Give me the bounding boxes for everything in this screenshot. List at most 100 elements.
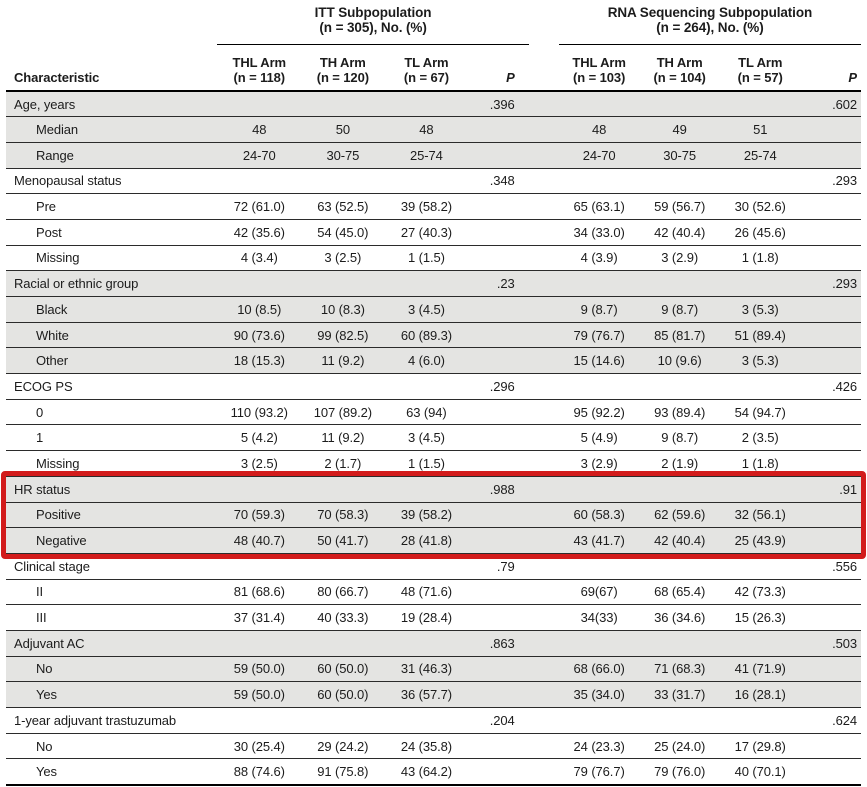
rna-p-value — [800, 321, 861, 348]
table-row: Yes 59 (50.0) 60 (50.0) 36 (57.7) 35 (34.0) 3… — [6, 681, 861, 708]
row-label: Clinical stage — [6, 552, 218, 580]
rna-tl-arm-name: TL Arm — [738, 55, 783, 70]
cell-value: 68 (65.4) — [639, 578, 720, 605]
gap-cell — [528, 629, 559, 657]
cell-value: 90 (73.6) — [217, 321, 302, 348]
cell-value: 33 (31.7) — [639, 681, 720, 708]
cell-value — [384, 373, 469, 400]
cell-value: 35 (34.0) — [558, 681, 640, 708]
cell-value: 9 (8.7) — [558, 296, 640, 323]
cell-value: 60 (58.3) — [558, 501, 640, 528]
header-gap-cell — [528, 44, 559, 92]
gap-cell — [528, 270, 559, 297]
cell-value: 93 (89.4) — [639, 398, 720, 425]
rna-p-value: .91 — [800, 475, 861, 502]
cell-value: 3 (4.5) — [384, 296, 469, 323]
itt-p-value: .863 — [468, 629, 529, 657]
cell-value: 3 (5.3) — [719, 296, 801, 323]
cell-value: 25-74 — [384, 141, 469, 169]
cell-value — [558, 270, 640, 297]
gap-cell — [528, 91, 559, 117]
cell-value: 4 (3.9) — [558, 244, 640, 271]
rna-p-value — [800, 116, 861, 143]
cell-value: 36 (57.7) — [384, 681, 469, 708]
cell-value — [558, 552, 640, 580]
cell-value: 3 (2.5) — [301, 244, 385, 271]
gap-cell — [528, 193, 559, 220]
itt-tl-arm-header: TL Arm (n = 67) — [384, 44, 469, 92]
itt-p-value: .988 — [468, 475, 529, 502]
cell-value: 3 (2.9) — [639, 244, 720, 271]
row-label: Range — [6, 141, 218, 169]
cell-value: 30-75 — [301, 141, 385, 169]
cell-value — [301, 167, 385, 194]
table-row: Black 10 (8.5) 10 (8.3) 3 (4.5) 9 (8.7) 9 (8.… — [6, 296, 861, 323]
cell-value: 68 (66.0) — [558, 655, 640, 682]
rna-tl-arm-header: TL Arm (n = 57) — [719, 44, 801, 92]
cell-value: 80 (66.7) — [301, 578, 385, 605]
cell-value: 107 (89.2) — [301, 398, 385, 425]
cell-value: 11 (9.2) — [301, 347, 385, 374]
cell-value: 24 (23.3) — [558, 732, 640, 759]
cell-value — [558, 475, 640, 502]
rna-tl-arm-n: (n = 57) — [737, 70, 783, 85]
row-label: Yes — [6, 681, 218, 708]
table-section-row: Age, years .396 .602 — [6, 91, 861, 117]
rna-p-value — [800, 758, 861, 786]
itt-p-value — [468, 655, 529, 682]
cell-value: 27 (40.3) — [384, 218, 469, 246]
table-row: Yes 88 (74.6) 91 (75.8) 43 (64.2) 79 (76.7) 7… — [6, 758, 861, 786]
cell-value: 43 (64.2) — [384, 758, 469, 786]
cell-value: 48 (71.6) — [384, 578, 469, 605]
rna-p-value — [800, 218, 861, 246]
table-row: Median 48 50 48 48 49 51 — [6, 116, 861, 143]
cell-value — [301, 373, 385, 400]
rna-th-arm-name: TH Arm — [656, 55, 703, 70]
table-row: Pre 72 (61.0) 63 (52.5) 39 (58.2) 65 (63.1) 5… — [6, 193, 861, 220]
gap-cell — [528, 527, 559, 554]
row-label: Menopausal status — [6, 167, 218, 194]
cell-value: 65 (63.1) — [558, 193, 640, 220]
row-label: No — [6, 732, 218, 759]
itt-p-value — [468, 141, 529, 169]
cell-value: 60 (50.0) — [301, 681, 385, 708]
cell-value — [217, 270, 302, 297]
table-row: No 59 (50.0) 60 (50.0) 31 (46.3) 68 (66.0) 71… — [6, 655, 861, 682]
itt-thl-arm-n: (n = 118) — [233, 70, 286, 85]
row-label: Racial or ethnic group — [6, 270, 218, 297]
cell-value — [639, 167, 720, 194]
cell-value: 24-70 — [217, 141, 302, 169]
row-label: II — [6, 578, 218, 605]
rna-thl-arm-header: THL Arm (n = 103) — [558, 44, 640, 92]
cell-value: 59 (50.0) — [217, 681, 302, 708]
rna-p-value — [800, 527, 861, 554]
gap-cell — [528, 373, 559, 400]
rna-p-value: .293 — [800, 270, 861, 297]
cell-value: 3 (2.9) — [558, 450, 640, 477]
table-row: White 90 (73.6) 99 (82.5) 60 (89.3) 79 (76.7… — [6, 321, 861, 348]
cell-value: 42 (40.4) — [639, 527, 720, 554]
cell-value: 1 (1.5) — [384, 244, 469, 271]
cell-value: 110 (93.2) — [217, 398, 302, 425]
cell-value: 1 (1.8) — [719, 450, 801, 477]
cell-value: 10 (8.3) — [301, 296, 385, 323]
rna-p-value — [800, 141, 861, 169]
rna-subpopulation-header: RNA Sequencing Subpopulation (n = 264), … — [558, 0, 861, 45]
cell-value: 5 (4.9) — [558, 424, 640, 451]
cell-value: 79 (76.7) — [558, 758, 640, 786]
cell-value — [301, 629, 385, 657]
cell-value — [558, 167, 640, 194]
cell-value: 2 (1.7) — [301, 450, 385, 477]
cell-value: 54 (94.7) — [719, 398, 801, 425]
table-section-row: ECOG PS .296 .426 — [6, 373, 861, 400]
itt-tl-arm-name: TL Arm — [404, 55, 449, 70]
cell-value: 48 — [558, 116, 640, 143]
rna-p-value — [800, 193, 861, 220]
table-section-row: Menopausal status .348 .293 — [6, 167, 861, 194]
gap-cell — [528, 141, 559, 169]
cell-value: 10 (9.6) — [639, 347, 720, 374]
table-row: II 81 (68.6) 80 (66.7) 48 (71.6) 69(67) 68 (6… — [6, 578, 861, 605]
cell-value: 69(67) — [558, 578, 640, 605]
gap-cell — [528, 424, 559, 451]
